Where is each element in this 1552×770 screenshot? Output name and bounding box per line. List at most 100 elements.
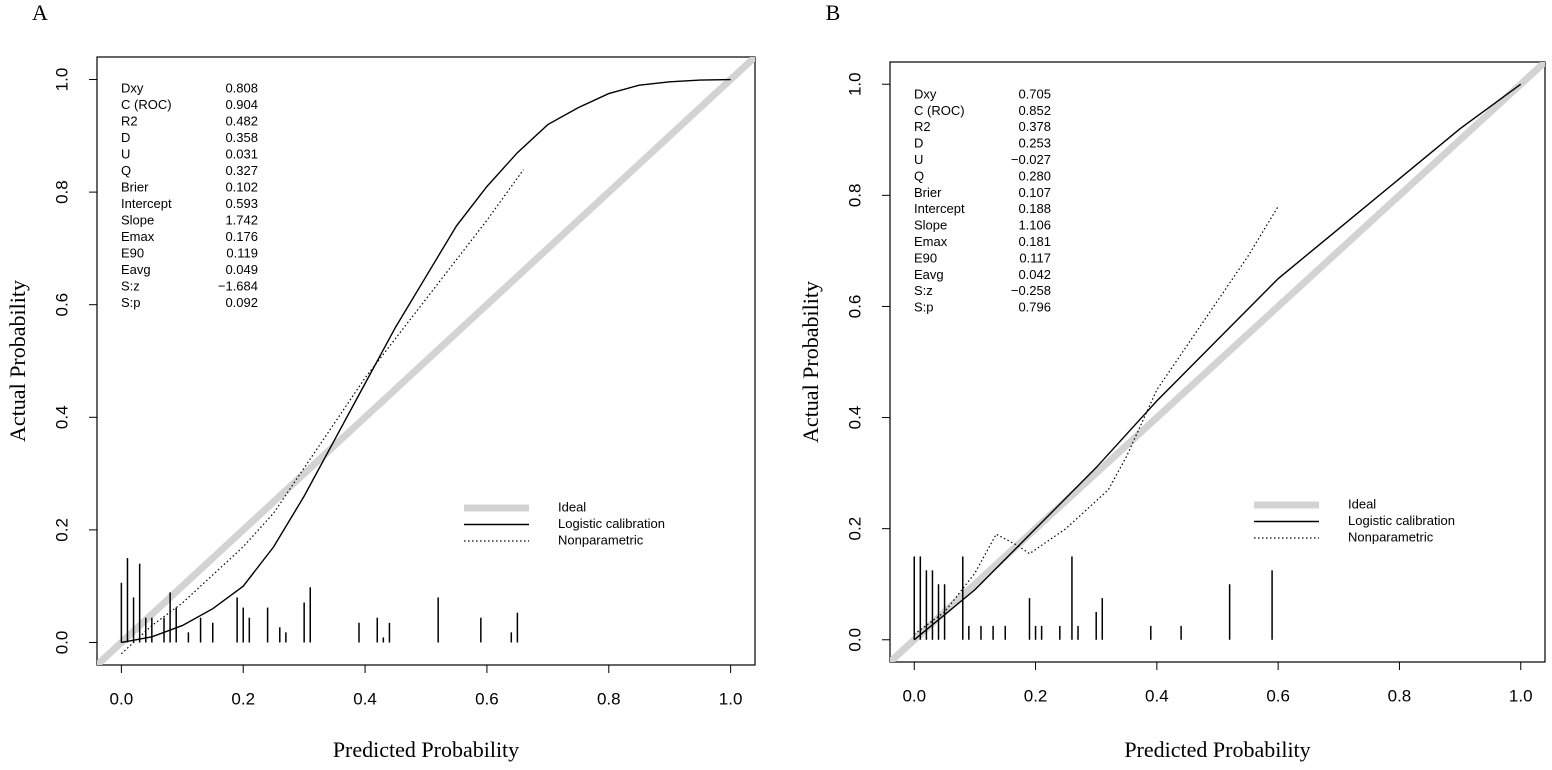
y-axis-label: Actual Probability bbox=[798, 281, 823, 443]
y-tick-label: 0.0 bbox=[52, 631, 71, 655]
y-tick-label: 1.0 bbox=[52, 68, 71, 92]
stat-name: E90 bbox=[914, 250, 937, 265]
stat-value: 0.107 bbox=[1018, 185, 1051, 200]
stat-name: Dxy bbox=[914, 86, 937, 101]
stat-value: 0.482 bbox=[225, 113, 258, 128]
stat-value: 0.358 bbox=[225, 130, 258, 145]
stat-name: R2 bbox=[914, 119, 931, 134]
stat-name: U bbox=[914, 152, 923, 167]
stat-value: 0.102 bbox=[225, 179, 258, 194]
y-tick-label: 0.0 bbox=[845, 628, 864, 652]
stat-name: Slope bbox=[914, 218, 947, 233]
y-tick-label: 0.2 bbox=[845, 517, 864, 541]
stat-name: Dxy bbox=[121, 80, 144, 95]
stat-name: Brier bbox=[914, 185, 942, 200]
stat-value: −1.684 bbox=[218, 278, 258, 293]
stat-name: Eavg bbox=[914, 267, 944, 282]
stat-name: Emax bbox=[914, 234, 948, 249]
legend-label: Logistic calibration bbox=[1348, 513, 1455, 528]
x-tick-label: 0.8 bbox=[597, 689, 621, 708]
stat-value: 0.176 bbox=[225, 229, 258, 244]
stat-value: 0.593 bbox=[225, 196, 258, 211]
stat-name: C (ROC) bbox=[121, 97, 172, 112]
stat-name: Q bbox=[914, 168, 924, 183]
panel-label: B bbox=[826, 0, 841, 25]
stat-name: S:z bbox=[121, 278, 140, 293]
x-tick-label: 0.4 bbox=[1145, 686, 1169, 705]
panel: A Predicted Probability Actual Probability… bbox=[5, 0, 756, 762]
stat-value: 0.852 bbox=[1018, 103, 1051, 118]
legend-label: Nonparametric bbox=[1348, 529, 1434, 544]
plot-area bbox=[890, 62, 1545, 662]
y-tick-label: 0.2 bbox=[52, 518, 71, 542]
stat-value: 0.188 bbox=[1018, 201, 1051, 216]
x-axis-label: Predicted Probability bbox=[1124, 737, 1310, 762]
stat-value: 1.106 bbox=[1018, 218, 1051, 233]
series-line bbox=[913, 83, 1522, 641]
x-tick-label: 0.8 bbox=[1388, 686, 1412, 705]
x-tick-label: 0.6 bbox=[475, 689, 499, 708]
stat-name: Slope bbox=[121, 212, 154, 227]
stat-name: S:z bbox=[914, 283, 933, 298]
stat-value: −0.027 bbox=[1011, 152, 1051, 167]
x-tick-label: 0.2 bbox=[231, 689, 255, 708]
stat-name: Brier bbox=[121, 179, 149, 194]
x-axis-label: Predicted Probability bbox=[333, 737, 519, 762]
stat-value: 0.327 bbox=[225, 163, 258, 178]
stat-name: D bbox=[914, 136, 923, 151]
stat-name: D bbox=[121, 130, 130, 145]
stat-value: 0.253 bbox=[1018, 136, 1051, 151]
panel: B Predicted Probability Actual Probability… bbox=[798, 0, 1546, 762]
series-line bbox=[121, 78, 731, 644]
stat-name: S:p bbox=[914, 300, 934, 315]
legend-label: Ideal bbox=[1348, 496, 1376, 511]
legend-label: Ideal bbox=[558, 499, 586, 514]
stat-value: 0.119 bbox=[226, 245, 258, 260]
legend-label: Nonparametric bbox=[558, 532, 644, 547]
panel-label: A bbox=[32, 0, 48, 25]
y-tick-label: 1.0 bbox=[845, 72, 864, 96]
stat-value: 0.808 bbox=[225, 80, 258, 95]
y-tick-label: 0.6 bbox=[52, 293, 71, 317]
stat-value: 0.181 bbox=[1018, 234, 1051, 249]
x-tick-label: 1.0 bbox=[719, 689, 743, 708]
x-tick-label: 0.0 bbox=[902, 686, 926, 705]
y-tick-label: 0.8 bbox=[845, 184, 864, 208]
stat-value: 0.031 bbox=[225, 146, 258, 161]
stat-name: U bbox=[121, 146, 130, 161]
stat-value: 0.092 bbox=[225, 295, 258, 310]
plot-frame bbox=[889, 61, 1546, 663]
stat-name: Q bbox=[121, 163, 131, 178]
x-tick-label: 0.4 bbox=[353, 689, 377, 708]
stat-value: 0.705 bbox=[1018, 86, 1051, 101]
stat-name: C (ROC) bbox=[914, 103, 965, 118]
x-tick-label: 0.6 bbox=[1266, 686, 1290, 705]
stat-value: 1.742 bbox=[225, 212, 258, 227]
plot-area bbox=[97, 57, 755, 665]
stat-value: 0.904 bbox=[225, 97, 258, 112]
stat-name: Intercept bbox=[121, 196, 172, 211]
x-tick-label: 0.2 bbox=[1024, 686, 1048, 705]
y-tick-label: 0.6 bbox=[845, 295, 864, 319]
stat-value: 0.117 bbox=[1019, 250, 1051, 265]
y-axis-label: Actual Probability bbox=[5, 280, 30, 442]
stat-name: Eavg bbox=[121, 262, 151, 277]
series-line bbox=[97, 57, 755, 665]
stat-name: E90 bbox=[121, 245, 144, 260]
series-line bbox=[913, 206, 1279, 635]
series-line bbox=[120, 169, 524, 655]
stat-name: S:p bbox=[121, 295, 141, 310]
plot-frame bbox=[96, 56, 756, 666]
legend-label: Logistic calibration bbox=[558, 516, 665, 531]
series-line bbox=[890, 62, 1545, 662]
stat-value: 0.378 bbox=[1018, 119, 1051, 134]
stat-value: 0.796 bbox=[1018, 300, 1051, 315]
stat-value: −0.258 bbox=[1011, 283, 1051, 298]
y-tick-label: 0.4 bbox=[845, 406, 864, 430]
stat-value: 0.049 bbox=[225, 262, 258, 277]
stat-value: 0.280 bbox=[1018, 168, 1051, 183]
x-tick-label: 1.0 bbox=[1509, 686, 1533, 705]
y-tick-label: 0.4 bbox=[52, 405, 71, 429]
